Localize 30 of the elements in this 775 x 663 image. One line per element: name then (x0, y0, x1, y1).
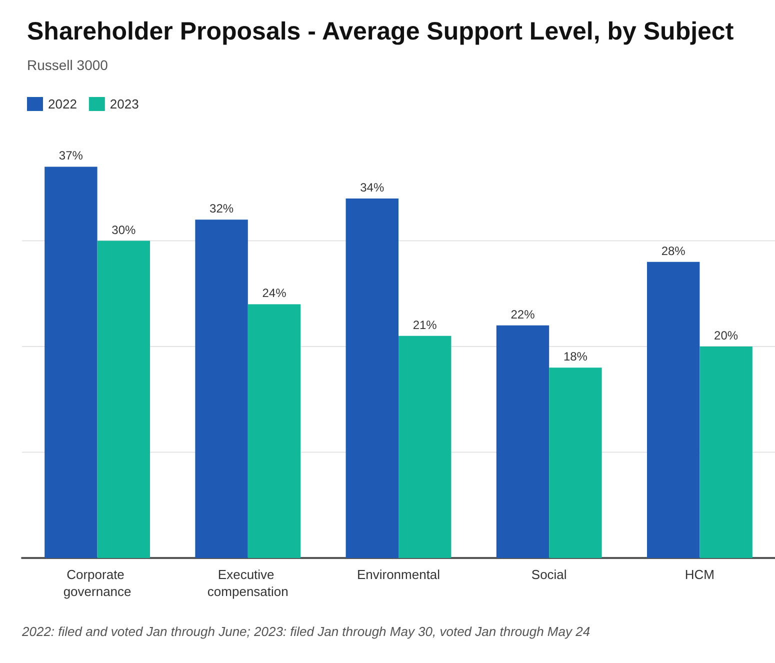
chart-subtitle: Russell 3000 (27, 57, 108, 73)
bar (496, 325, 550, 558)
data-label: 34% (360, 180, 384, 194)
bar (195, 220, 248, 558)
data-label: 37% (58, 148, 84, 163)
data-label: 21% (412, 318, 438, 332)
text: 2022: filed and voted Jan through June; 2023: filed Jan through May 30, voted Jan through May 24 (21, 624, 590, 639)
data-label: 32% (210, 202, 234, 216)
data-label: 24% (262, 286, 287, 300)
bar (549, 368, 602, 558)
legend-label: 2022 (48, 96, 77, 112)
data-label: 30% (112, 222, 136, 237)
x-tick-label: HCM (684, 567, 715, 582)
x-tick-label: Executive compensation (207, 567, 288, 599)
data-label: 28% (661, 244, 686, 258)
x-tick-label: Environmental (356, 567, 440, 582)
x-tick-label: Social (531, 567, 567, 582)
bar (248, 304, 301, 558)
bar (646, 262, 700, 558)
bar (97, 240, 150, 558)
bar (346, 198, 398, 558)
bar (44, 166, 98, 558)
bar (398, 336, 452, 558)
x-tick-label: Corporate governance (63, 567, 132, 599)
legend-label: 2023 (110, 96, 139, 112)
data-label: 20% (714, 328, 738, 342)
bar (700, 346, 752, 558)
chart-title: Shareholder Proposals - Average Support Level, by Subject (27, 18, 734, 46)
data-label: 18% (563, 350, 588, 364)
data-label: 22% (510, 307, 536, 322)
